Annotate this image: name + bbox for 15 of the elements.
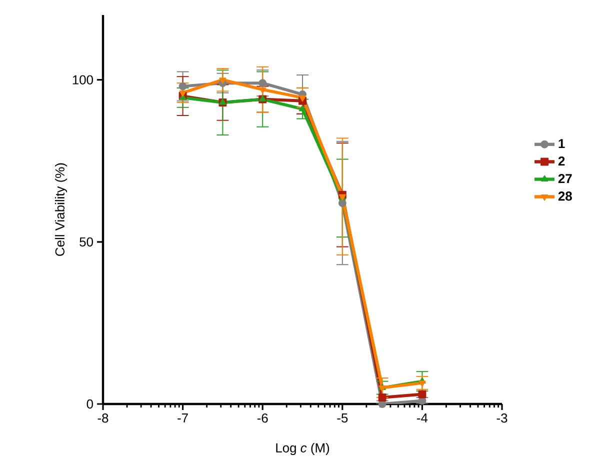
legend-label: 27: [558, 174, 572, 184]
x-tick-label: -3: [496, 413, 508, 423]
y-tick-label: 0: [86, 399, 94, 409]
y-tick-label: 100: [72, 75, 93, 84]
x-tick-label: -7: [178, 414, 188, 422]
x-tick-label: -5: [337, 414, 348, 423]
legend-label: 2: [558, 156, 565, 166]
y-tick-label: 50: [80, 237, 93, 246]
legend-label: 28: [558, 192, 572, 201]
x-axis-title: Log c (M): [276, 442, 330, 456]
x-tick-label: -4: [417, 414, 428, 422]
x-tick-label: -8: [98, 413, 108, 423]
x-tick-label: -6: [257, 413, 268, 423]
legend-label: 1: [558, 139, 565, 148]
y-axis-title: Cell Viability (%): [54, 163, 68, 256]
